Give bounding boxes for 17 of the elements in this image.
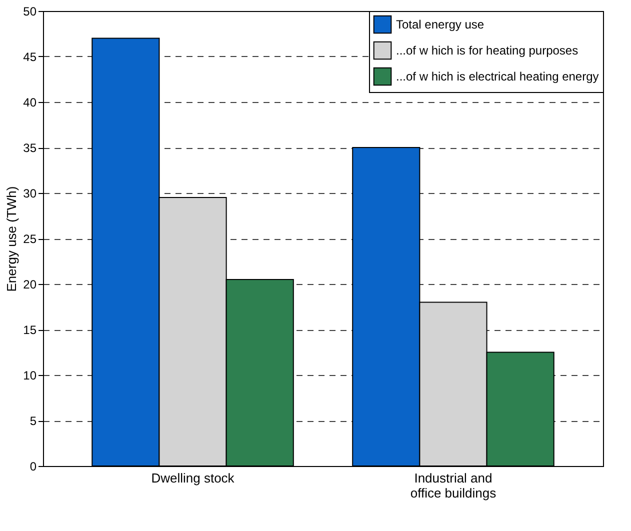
y-tick-label: 45: [23, 50, 37, 64]
y-tick-label: 25: [23, 232, 37, 246]
y-tick-label: 5: [30, 414, 37, 428]
y-tick-label: 35: [23, 141, 37, 155]
y-tick-label: 0: [30, 460, 37, 474]
legend-label: Total energy use: [396, 18, 484, 32]
y-tick-label: 15: [23, 323, 37, 337]
y-tick-label: 30: [23, 186, 37, 200]
legend-label: ...of w hich is for heating purposes: [396, 44, 578, 58]
x-tick-label: Industrial and office buildings: [410, 470, 497, 500]
y-axis-title: Energy use (TWh): [4, 186, 20, 292]
x-tick-label: Dwelling stock: [151, 470, 235, 486]
legend-label: ...of w hich is electrical heating energy: [396, 70, 599, 84]
y-tick-label: 50: [23, 4, 37, 18]
y-tick-label: 10: [23, 368, 37, 382]
y-tick-label: 40: [23, 96, 37, 110]
y-tick-label: 20: [23, 278, 37, 292]
